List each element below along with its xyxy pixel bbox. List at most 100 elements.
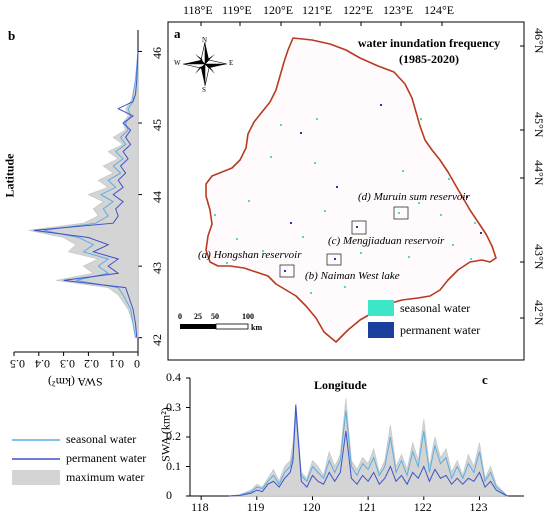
panel-c-swa-label: 0.2	[166, 429, 181, 443]
map-lat-label: 44°N	[532, 160, 546, 186]
reservoir-box-d	[393, 206, 409, 220]
panel-c-series-permanent-water	[228, 404, 508, 497]
water-pixel	[466, 196, 468, 198]
water-pixel	[440, 214, 442, 216]
water-pixel	[408, 256, 410, 258]
water-pixel	[302, 236, 304, 238]
scalebar-label-25: 25	[194, 312, 202, 321]
water-pixel	[474, 222, 476, 224]
map-lon-label: 120°E	[263, 3, 294, 17]
panel-c-series-seasonal-water	[228, 410, 508, 497]
water-pixel	[226, 262, 228, 264]
map-lon-label: 119°E	[222, 3, 252, 17]
panel-c-swa-label: 0.4	[166, 370, 181, 384]
water-pixel	[360, 252, 362, 254]
water-pixels	[214, 104, 482, 294]
panel-c-swa-label: 0.1	[166, 458, 181, 473]
panel-c-xlabel: Longitude	[314, 378, 367, 392]
panel-b-lat-label: 44	[150, 190, 164, 203]
reservoir-box-b	[326, 253, 342, 266]
reservoir-label-c: (c) Mengjiaduan reservoir	[328, 235, 445, 247]
legend-label-maximum: maximum water	[66, 470, 145, 484]
map-lat-label: 46°N	[532, 28, 546, 54]
legend-swatch-permanent-map	[368, 322, 394, 338]
water-pixel	[380, 104, 382, 106]
region-boundary	[205, 37, 497, 343]
map-lon-label: 123°E	[383, 3, 414, 17]
water-pixel	[418, 202, 420, 204]
panel-c-letter: c	[482, 372, 488, 387]
panel-c-lon-label: 121	[358, 500, 377, 514]
scale-bar	[180, 323, 249, 330]
reservoir-label-b: (b) Naiman West lake	[305, 270, 400, 282]
panel-c-swa-label: 0	[166, 488, 172, 502]
compass-e: E	[229, 59, 234, 67]
water-pixel	[214, 214, 216, 216]
map-title-line2: (1985-2020)	[399, 52, 459, 66]
water-pixel	[324, 210, 326, 212]
panel-b-swa-label: 0.1	[109, 357, 125, 371]
water-pixel	[344, 286, 346, 288]
panel-c-swa-label: 0.3	[166, 399, 181, 414]
compass-w: W	[174, 59, 181, 67]
legend-label-permanent: permanent water	[66, 451, 147, 465]
panel-b-ticks	[13, 50, 142, 356]
panel-b-xlabel: SWA (km²)	[48, 375, 103, 389]
compass-n: N	[202, 36, 208, 44]
water-pixel	[336, 186, 338, 188]
water-pixel	[448, 178, 450, 180]
map-legend-seasonal: seasonal water	[400, 301, 471, 315]
map-lon-label: 121°E	[302, 3, 333, 17]
water-pixel	[310, 292, 312, 294]
water-pixel	[314, 162, 316, 164]
panel-b-lat-label: 42	[150, 333, 164, 346]
scalebar-label-100: 100	[242, 312, 254, 321]
panel-c-lon-label: 123	[469, 500, 488, 514]
panel-a-letter: a	[174, 26, 181, 41]
panel-b-series-maximum-water	[28, 51, 139, 339]
map-lon-label: 122°E	[343, 3, 374, 17]
water-pixel	[402, 170, 404, 172]
scalebar-label-50: 50	[211, 312, 219, 321]
scalebar-label-0: 0	[178, 312, 182, 321]
panel-b-lat-label: 46	[150, 47, 164, 60]
compass-rose-icon	[182, 41, 228, 87]
water-pixel	[300, 132, 302, 134]
panel-b-swa-label: 0.3	[59, 357, 75, 371]
water-pixel	[356, 226, 358, 228]
panel-c-lon-label: 120	[302, 500, 321, 514]
panel-c-lon-label: 122	[413, 500, 432, 514]
scalebar-unit: km	[251, 323, 263, 332]
water-pixel	[420, 118, 422, 120]
water-pixel	[470, 258, 472, 260]
map-lon-label: 124°E	[424, 3, 455, 17]
map-title-line1: water inundation frequency	[357, 36, 501, 50]
panel-c-series-maximum-water	[228, 398, 509, 497]
water-pixel	[390, 276, 392, 278]
water-pixel	[398, 212, 400, 214]
map-lat-label: 45°N	[532, 112, 546, 138]
water-pixel	[480, 232, 482, 234]
panel-c-lon-label: 119	[246, 500, 265, 514]
panel-b-swa-label: 0.2	[84, 357, 100, 371]
water-pixel	[270, 156, 272, 158]
reservoir-box-c	[351, 220, 367, 235]
panel-b-swa-label: 0	[134, 357, 140, 371]
compass-s: S	[202, 86, 206, 94]
water-pixel	[262, 250, 264, 252]
water-pixel	[236, 238, 238, 240]
reservoir-box-a	[279, 264, 295, 278]
panel-b-series-permanent-water	[33, 51, 139, 338]
panel-b-swa-label: 0.4	[34, 357, 50, 371]
panel-b-letter: b	[8, 28, 16, 43]
water-pixel	[280, 124, 282, 126]
map-ticks	[200, 22, 524, 319]
water-pixel	[452, 244, 454, 246]
reservoir-label-a: (a) Hongshan reservoir	[198, 249, 302, 261]
water-pixel	[248, 200, 250, 202]
panel-b-lat-label: 43	[150, 262, 164, 275]
panel-c-series	[228, 398, 509, 497]
water-pixel	[290, 222, 292, 224]
panel-b-series	[28, 51, 139, 339]
